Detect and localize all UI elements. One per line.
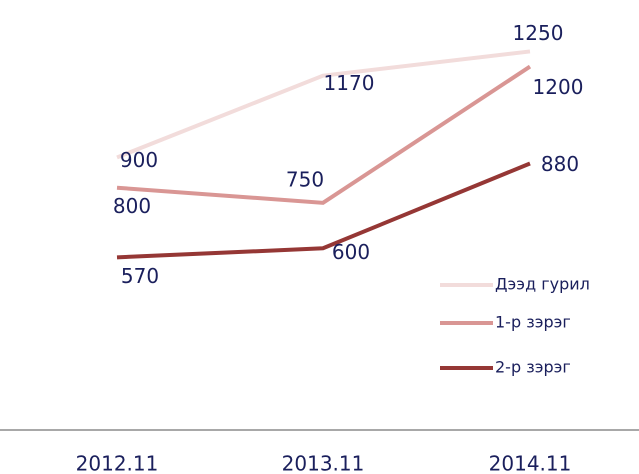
line bbox=[116, 161, 531, 260]
x-tick-label: 2012.11 bbox=[76, 452, 159, 474]
data-label: 570 bbox=[121, 264, 159, 288]
x-tick-label: 2014.11 bbox=[489, 452, 572, 474]
data-label: 900 bbox=[120, 148, 158, 172]
line bbox=[116, 64, 532, 205]
data-label: 600 bbox=[332, 240, 370, 264]
legend-label: 1-р зэрэг bbox=[495, 313, 571, 332]
x-tick-label: 2013.11 bbox=[282, 452, 365, 474]
data-label: 1250 bbox=[513, 21, 564, 45]
legend-label: 2-р зэрэг bbox=[495, 358, 571, 377]
data-label: 800 bbox=[113, 194, 151, 218]
line bbox=[116, 49, 531, 160]
data-label: 1170 bbox=[324, 71, 375, 95]
data-label: 880 bbox=[541, 152, 579, 176]
data-label: 750 bbox=[286, 167, 324, 191]
data-label: 1200 bbox=[533, 75, 584, 99]
legend-label: Дээд гурил bbox=[495, 275, 590, 294]
